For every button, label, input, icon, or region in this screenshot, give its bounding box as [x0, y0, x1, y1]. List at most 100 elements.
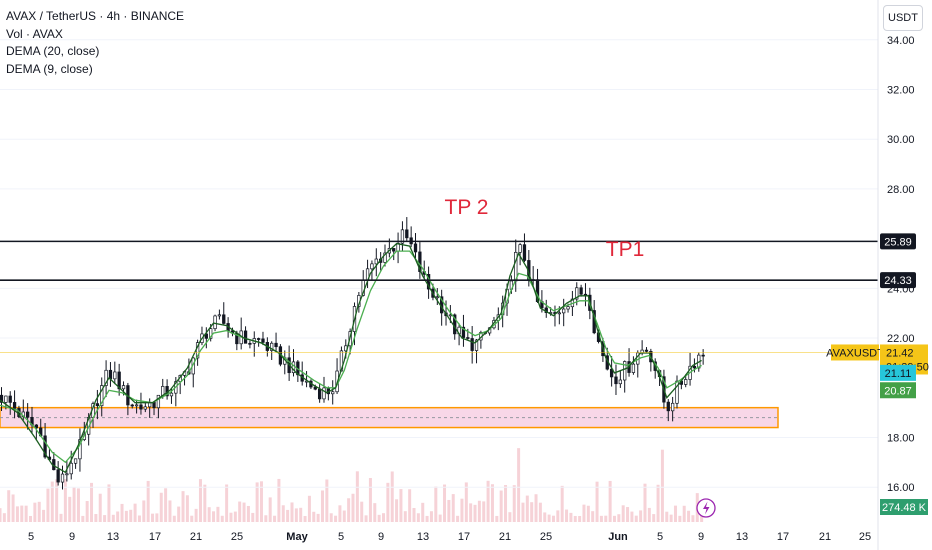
- candle: [335, 358, 339, 395]
- price-tick-label: 22.00: [887, 333, 915, 345]
- currency-button[interactable]: USDT: [883, 5, 923, 31]
- volume-bar: [72, 487, 76, 522]
- volume-bar: [164, 488, 168, 522]
- candle-body: [270, 342, 274, 351]
- price-tick-label: 34.00: [887, 35, 915, 47]
- time-axis[interactable]: 5 9 13 17 21 25 May 5 9 13 17 21 25 Jun 5 9 13 17 21 25: [28, 531, 871, 543]
- time-tick-label: Jun: [608, 531, 628, 543]
- volume-bar: [412, 508, 416, 522]
- price-axis[interactable]: 34.00 32.00 30.00 28.00 24.00 22.00 18.00 16.00: [887, 35, 915, 494]
- volume-bar: [508, 512, 512, 522]
- volume-bar: [403, 511, 407, 522]
- annotation-label[interactable]: TP1: [606, 238, 645, 261]
- candle: [522, 233, 527, 263]
- volume-bar: [408, 489, 412, 522]
- annotation-label[interactable]: TP 2: [445, 196, 489, 219]
- volume-tag: [880, 499, 928, 515]
- candle: [562, 298, 566, 327]
- volume-bar: [198, 479, 202, 522]
- volume-bar: [294, 508, 298, 522]
- candle-body: [400, 229, 405, 244]
- level-tag-label: 24.33: [884, 275, 912, 287]
- candle: [104, 360, 108, 398]
- candle-body: [374, 258, 378, 265]
- volume-bar: [15, 506, 19, 522]
- volume-bar: [595, 481, 599, 522]
- volume-bar: [76, 488, 80, 522]
- volume-bar: [316, 513, 320, 522]
- volume-bar: [582, 504, 586, 522]
- volume-bar: [116, 511, 120, 522]
- volume-bar: [486, 480, 490, 522]
- volume-bar: [451, 494, 455, 522]
- volume-bar: [560, 485, 564, 522]
- candle-body: [675, 380, 679, 404]
- candle: [8, 391, 12, 415]
- volume-bar: [133, 503, 137, 522]
- candle: [435, 288, 439, 306]
- candle-body: [0, 394, 4, 403]
- legend-dema-9[interactable]: DEMA (9, close): [6, 61, 93, 76]
- legend-dema-20[interactable]: DEMA (20, close): [6, 44, 100, 58]
- time-tick-label: 21: [190, 531, 202, 543]
- candle: [200, 326, 204, 346]
- volume-bar: [159, 492, 163, 522]
- candle-body: [243, 330, 248, 344]
- level-tag: [880, 233, 916, 250]
- candle-body: [518, 244, 522, 253]
- candle: [418, 242, 422, 279]
- volume-bar: [238, 501, 242, 522]
- candle-body: [692, 365, 697, 369]
- volume-bar: [142, 500, 146, 522]
- candle-body: [34, 424, 39, 429]
- candle-body: [274, 342, 278, 348]
- volume-bar: [194, 508, 198, 522]
- volume-bar: [521, 502, 525, 522]
- time-tick-label: 9: [378, 531, 384, 543]
- candle: [60, 465, 65, 490]
- candle-body: [313, 386, 317, 390]
- volume-bar: [259, 481, 263, 522]
- legend-volume[interactable]: Vol · AVAX: [6, 26, 63, 41]
- support-zone-rect[interactable]: [0, 406, 779, 429]
- candle: [675, 375, 679, 409]
- candle: [474, 338, 479, 364]
- legend-symbol[interactable]: AVAX / TetherUS · 4h · BINANCE: [6, 9, 185, 23]
- volume-bar: [525, 495, 529, 522]
- volume-bar: [569, 512, 573, 522]
- level-tag-label: 25.89: [884, 236, 912, 248]
- candle-body: [43, 435, 47, 458]
- volume-bar: [59, 513, 63, 522]
- volume-bar: [460, 498, 464, 522]
- volume-bar: [360, 501, 364, 522]
- horizontal-levels[interactable]: 25.89 24.33: [0, 233, 916, 289]
- candle: [518, 243, 522, 266]
- volume-bar: [42, 509, 46, 522]
- replay-lightning-icon[interactable]: [696, 498, 716, 518]
- volume-bar: [543, 512, 547, 522]
- price-tick-label: 18.00: [887, 432, 915, 444]
- candle: [317, 383, 322, 403]
- volume-bar: [630, 511, 634, 522]
- candle-body: [448, 314, 453, 317]
- candle: [165, 379, 169, 400]
- support-zone[interactable]: [0, 406, 779, 429]
- annotations[interactable]: TP 2 TP1: [445, 196, 645, 261]
- volume-bar: [37, 501, 41, 522]
- volume-bar: [530, 502, 534, 522]
- volume-bar: [29, 515, 33, 522]
- candle-body: [65, 473, 69, 476]
- candle-body: [618, 379, 622, 385]
- volume-bar: [11, 494, 15, 522]
- volume-bar: [334, 515, 338, 522]
- candle-body: [248, 342, 252, 345]
- volume-bar: [85, 501, 89, 522]
- candle-body: [139, 404, 143, 410]
- volume-bar: [299, 507, 303, 522]
- candle-body: [69, 462, 73, 475]
- candle-body: [73, 458, 78, 464]
- candle-body: [134, 404, 139, 407]
- candle: [243, 326, 248, 344]
- volume-bar: [46, 488, 50, 522]
